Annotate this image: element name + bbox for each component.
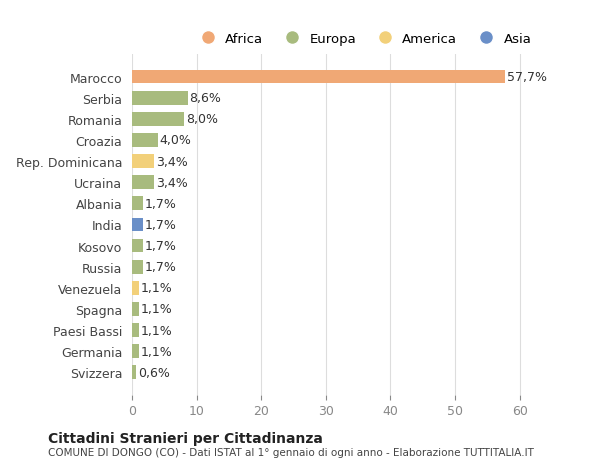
- Bar: [132, 176, 154, 190]
- Text: 1,7%: 1,7%: [145, 218, 177, 231]
- Text: 1,1%: 1,1%: [141, 345, 173, 358]
- Bar: [132, 218, 143, 232]
- Bar: [132, 112, 184, 126]
- Text: 1,1%: 1,1%: [141, 324, 173, 337]
- Bar: [132, 324, 139, 337]
- Text: 3,4%: 3,4%: [156, 176, 188, 189]
- Text: 3,4%: 3,4%: [156, 155, 188, 168]
- Bar: [132, 134, 158, 147]
- Text: 1,7%: 1,7%: [145, 240, 177, 252]
- Bar: [132, 71, 505, 84]
- Bar: [132, 239, 143, 253]
- Text: 1,7%: 1,7%: [145, 197, 177, 210]
- Bar: [132, 260, 143, 274]
- Text: COMUNE DI DONGO (CO) - Dati ISTAT al 1° gennaio di ogni anno - Elaborazione TUTT: COMUNE DI DONGO (CO) - Dati ISTAT al 1° …: [48, 448, 534, 458]
- Text: Cittadini Stranieri per Cittadinanza: Cittadini Stranieri per Cittadinanza: [48, 431, 323, 445]
- Text: 4,0%: 4,0%: [160, 134, 191, 147]
- Bar: [132, 345, 139, 358]
- Bar: [132, 366, 136, 379]
- Bar: [132, 197, 143, 211]
- Legend: Africa, Europa, America, Asia: Africa, Europa, America, Asia: [190, 28, 536, 51]
- Text: 1,1%: 1,1%: [141, 282, 173, 295]
- Bar: [132, 92, 188, 105]
- Bar: [132, 302, 139, 316]
- Text: 8,6%: 8,6%: [190, 92, 221, 105]
- Bar: [132, 281, 139, 295]
- Bar: [132, 155, 154, 168]
- Text: 1,7%: 1,7%: [145, 261, 177, 274]
- Text: 8,0%: 8,0%: [185, 113, 218, 126]
- Text: 1,1%: 1,1%: [141, 303, 173, 316]
- Text: 57,7%: 57,7%: [507, 71, 547, 84]
- Text: 0,6%: 0,6%: [138, 366, 170, 379]
